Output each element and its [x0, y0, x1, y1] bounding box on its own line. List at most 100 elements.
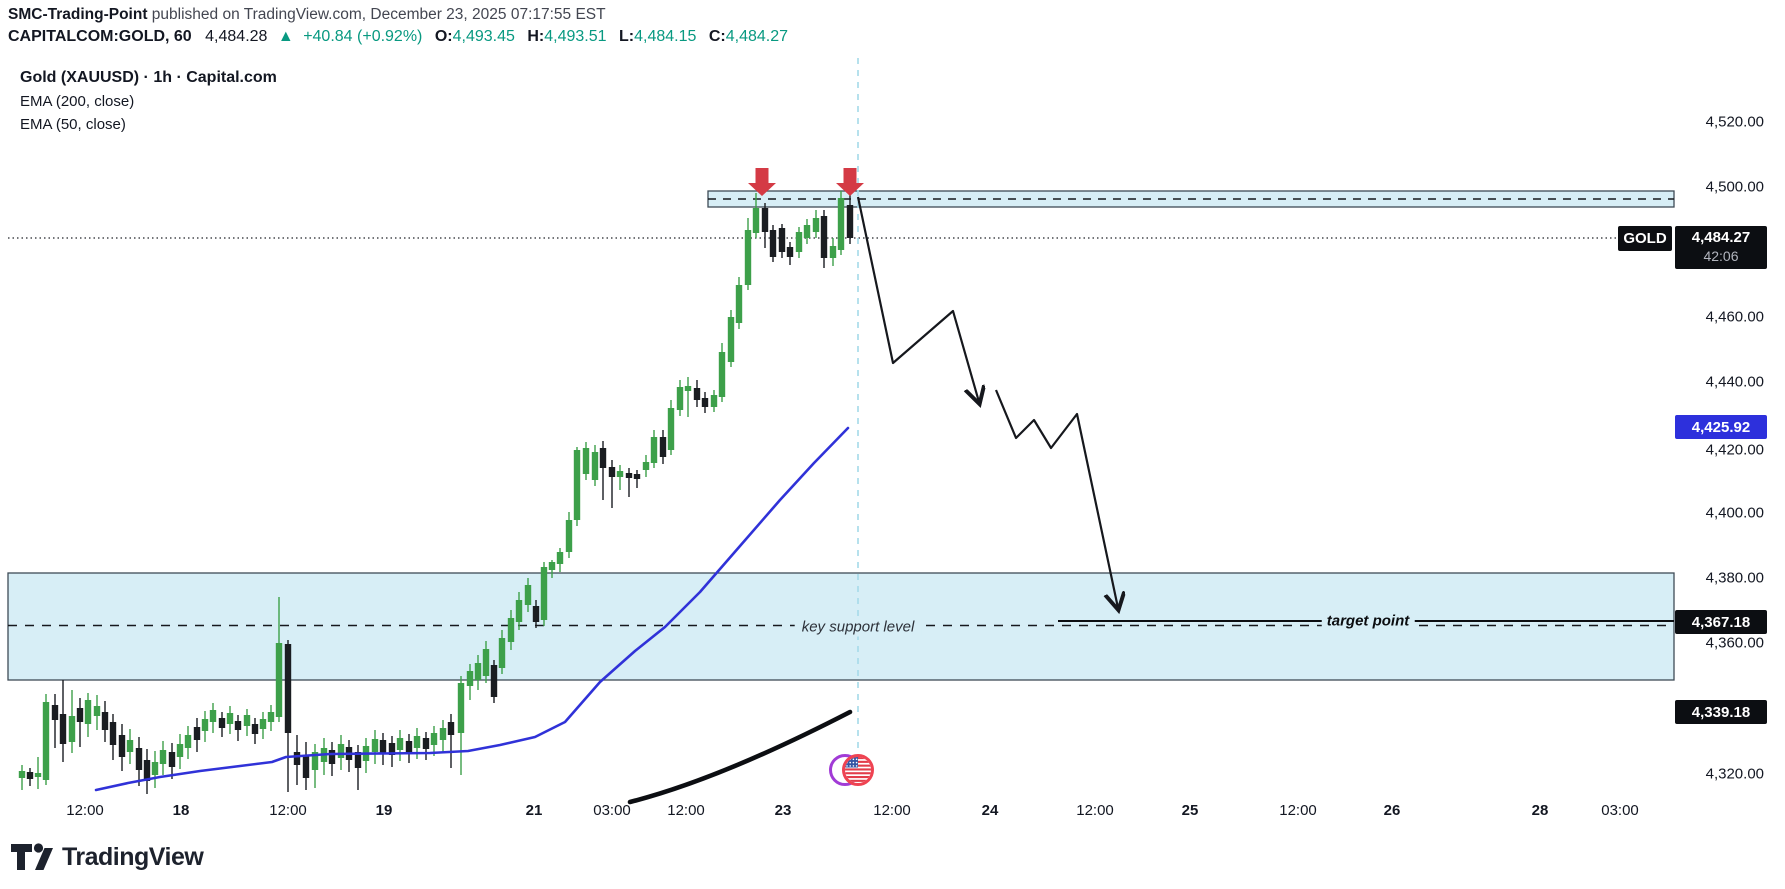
- price-tick: 4,360.00: [1705, 634, 1764, 652]
- us-flag-icon[interactable]: [845, 757, 871, 783]
- candle-body: [422, 738, 430, 749]
- candle-body: [812, 218, 820, 232]
- open-value: 4,493.45: [452, 28, 515, 45]
- candle-body: [846, 205, 854, 238]
- candle-body: [439, 728, 447, 740]
- low-level-badge: 4,339.18: [1675, 700, 1767, 724]
- candle-body: [786, 247, 794, 257]
- price-tick: 4,420.00: [1705, 441, 1764, 459]
- price-tick: 4,380.00: [1705, 569, 1764, 587]
- close-label: C:: [708, 28, 726, 45]
- event-marker-ring: [842, 754, 874, 786]
- candle-body: [803, 225, 811, 238]
- candle-body: [482, 649, 490, 676]
- price-tick: 4,320.00: [1705, 765, 1764, 783]
- time-tick: 26: [1383, 802, 1401, 819]
- candle-body: [135, 748, 143, 770]
- projection-arrow-2: [994, 389, 1118, 608]
- candle-body: [795, 232, 803, 252]
- candle-body: [151, 762, 159, 775]
- publish-info: SMC-Trading-Point published on TradingVi…: [8, 6, 606, 24]
- target-point-label[interactable]: target point: [1321, 612, 1415, 630]
- time-tick: 25: [1181, 802, 1199, 819]
- trendline: [627, 709, 853, 805]
- candle-body: [582, 448, 590, 474]
- candle-body: [718, 352, 726, 397]
- chart-title[interactable]: Gold (XAUUSD) · 1h · Capital.com: [20, 69, 277, 86]
- candle-body: [752, 208, 760, 233]
- price-tick: 4,440.00: [1705, 373, 1764, 391]
- ema50-value: 4,425.92: [1691, 418, 1751, 436]
- candle-body: [226, 713, 234, 724]
- time-tick: 21: [525, 802, 543, 819]
- candle-body: [659, 437, 667, 457]
- candle-body: [193, 727, 201, 740]
- candle-body: [761, 208, 769, 232]
- candle-body: [457, 683, 465, 733]
- candle-body: [532, 606, 540, 622]
- low-level-value: 4,339.18: [1691, 703, 1751, 721]
- candle-body: [311, 752, 319, 770]
- candle-body: [259, 719, 267, 729]
- candle-body: [388, 743, 396, 755]
- candle-body: [302, 755, 310, 778]
- key-support-label[interactable]: key support level: [794, 617, 922, 637]
- candle-body: [515, 600, 523, 622]
- last-price-value: 4,484.27: [1691, 229, 1751, 247]
- candle-body: [101, 712, 109, 730]
- candle-body: [379, 740, 387, 753]
- candle-body: [337, 744, 345, 758]
- symbol-name[interactable]: CAPITALCOM:GOLD, 60: [8, 28, 192, 45]
- candle-body: [396, 738, 404, 750]
- candle-body: [405, 741, 413, 752]
- candle-body: [51, 705, 59, 720]
- time-tick: 19: [375, 802, 393, 819]
- candle-body: [371, 739, 379, 752]
- candle-body: [837, 198, 845, 250]
- candle-body: [243, 715, 251, 726]
- tradingview-logo-text: TradingView: [62, 842, 204, 871]
- candle-body: [507, 618, 515, 642]
- candle-body: [466, 671, 474, 686]
- support-level-value: 4,367.18: [1691, 613, 1751, 631]
- candle-body: [159, 750, 167, 764]
- red-down-arrow-2: [836, 168, 864, 196]
- price-change: +40.84 (+0.92%): [303, 28, 423, 45]
- time-tick: 03:00: [1601, 802, 1639, 819]
- open-label: O:: [434, 28, 453, 45]
- candle-body: [727, 317, 735, 362]
- candle-body: [447, 722, 455, 735]
- candle-body: [829, 246, 837, 258]
- tradingview-logo[interactable]: TradingView: [10, 842, 204, 872]
- candle-body: [328, 750, 336, 764]
- candle-body: [650, 437, 658, 463]
- candle-body: [769, 230, 777, 257]
- candle-body: [267, 712, 275, 722]
- high-label: H:: [527, 28, 545, 45]
- candle-body: [616, 471, 624, 477]
- candle-body: [201, 719, 209, 731]
- candle-body: [820, 216, 828, 258]
- symbol-price-flag: GOLD: [1618, 226, 1672, 251]
- candle-body: [565, 520, 573, 552]
- author-name: SMC-Trading-Point: [8, 6, 148, 23]
- candle-body: [209, 710, 217, 722]
- candle-body: [68, 716, 76, 742]
- candle-body: [556, 552, 564, 564]
- last-price-badge: 4,484.27 42:06: [1675, 226, 1767, 269]
- time-tick: 24: [981, 802, 999, 819]
- candle-body: [118, 735, 126, 757]
- low-value: 4,484.15: [634, 28, 697, 45]
- candle-body: [293, 752, 301, 765]
- candle-body: [234, 721, 242, 730]
- red-down-arrow-1: [748, 168, 776, 196]
- ema50-line: [94, 426, 850, 792]
- candle-body: [176, 744, 184, 757]
- bar-countdown: 42:06: [1703, 248, 1739, 265]
- candle-body: [76, 708, 84, 722]
- legend-ema50[interactable]: EMA (50, close): [20, 116, 126, 133]
- candle-body: [735, 285, 743, 323]
- time-tick: 12:00: [873, 802, 911, 819]
- legend-ema200[interactable]: EMA (200, close): [20, 93, 135, 110]
